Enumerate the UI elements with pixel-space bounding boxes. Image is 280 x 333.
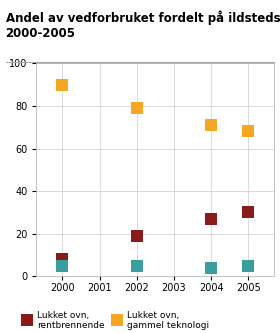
Lukket ovn,
rentbrennende [246, 210, 251, 215]
Lukket ovn,
gammel teknologi [209, 123, 213, 128]
Text: Andel av vedforbruket fordelt på ildstedstype.
2000-2005: Andel av vedforbruket fordelt på ildsted… [6, 10, 280, 40]
Lukket ovn,
gammel teknologi [60, 82, 65, 87]
Lukket ovn,
gammel teknologi [135, 105, 139, 111]
Peis [246, 263, 251, 268]
Legend: Lukket ovn,
rentbrennende, Peis, Lukket ovn,
gammel teknologi: Lukket ovn, rentbrennende, Peis, Lukket … [22, 311, 209, 333]
Peis [135, 263, 139, 268]
Lukket ovn,
rentbrennende [209, 216, 213, 221]
Lukket ovn,
gammel teknologi [246, 129, 251, 134]
Lukket ovn,
rentbrennende [135, 233, 139, 238]
Lukket ovn,
rentbrennende [60, 257, 65, 262]
Peis [60, 263, 65, 268]
Peis [209, 265, 213, 270]
